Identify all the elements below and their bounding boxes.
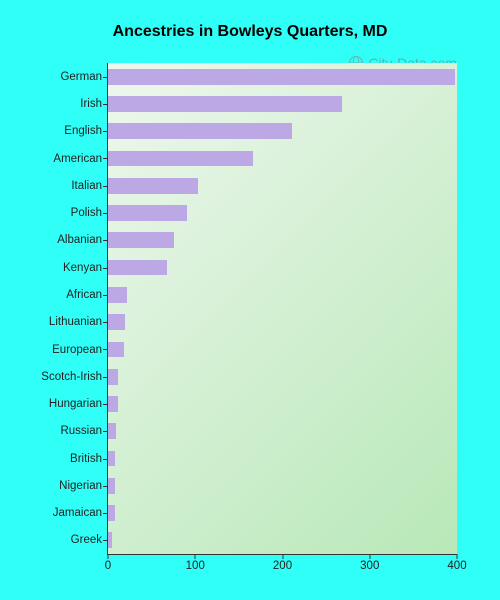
y-axis-label: English	[64, 123, 108, 139]
x-axis: 0 100 200 300 400	[108, 554, 457, 578]
y-axis-label: Lithuanian	[49, 314, 108, 330]
bars-container: German Irish English American Italian Polish A…	[108, 63, 457, 554]
x-tickmark	[282, 554, 283, 559]
x-tick: 400	[457, 554, 458, 559]
bar-row: Lithuanian	[108, 314, 457, 330]
page-root: Ancestries in Bowleys Quarters, MD City-…	[0, 0, 500, 600]
y-axis-label: Albanian	[57, 232, 108, 248]
bar	[108, 423, 116, 439]
bar-row: Nigerian	[108, 478, 457, 494]
x-tick-label: 0	[105, 560, 111, 572]
y-axis-label: Hungarian	[49, 396, 108, 412]
bar-row: English	[108, 123, 457, 139]
x-tick-label: 100	[186, 560, 205, 572]
bar-row: Greek	[108, 532, 457, 548]
bar-row: European	[108, 342, 457, 358]
bar	[108, 232, 174, 248]
bar	[108, 205, 187, 221]
x-tick: 100	[195, 554, 196, 559]
bar-row: African	[108, 287, 457, 303]
y-axis-label: European	[52, 342, 108, 358]
x-tickmark	[457, 554, 458, 559]
bar	[108, 260, 167, 276]
bar-row: German	[108, 69, 457, 85]
bar-row: Italian	[108, 178, 457, 194]
y-axis-label: Russian	[60, 423, 108, 439]
chart-title: Ancestries in Bowleys Quarters, MD	[15, 23, 485, 41]
bar	[108, 314, 125, 330]
x-tick: 200	[282, 554, 283, 559]
bar-row: Kenyan	[108, 260, 457, 276]
bar	[108, 505, 115, 521]
bar-row: Scotch-Irish	[108, 369, 457, 385]
bar	[108, 342, 124, 358]
bar-row: American	[108, 151, 457, 167]
bar	[108, 178, 198, 194]
bar	[108, 96, 342, 112]
plot-area: German Irish English American Italian Polish A…	[107, 63, 457, 555]
x-tick-label: 300	[360, 560, 379, 572]
bar	[108, 123, 292, 139]
chart-panel: Ancestries in Bowleys Quarters, MD City-…	[15, 15, 485, 585]
x-tickmark	[369, 554, 370, 559]
bar	[108, 369, 118, 385]
y-axis-label: Kenyan	[63, 260, 108, 276]
bar	[108, 532, 112, 548]
bar	[108, 287, 127, 303]
bar-row: Hungarian	[108, 396, 457, 412]
y-axis-label: Jamaican	[53, 505, 108, 521]
bar-row: Irish	[108, 96, 457, 112]
x-tick-label: 400	[447, 560, 466, 572]
x-tick: 300	[369, 554, 370, 559]
bar-row: Albanian	[108, 232, 457, 248]
bar	[108, 151, 253, 167]
bar	[108, 69, 455, 85]
bar	[108, 478, 115, 494]
x-tickmark	[108, 554, 109, 559]
y-axis-label: American	[53, 151, 108, 167]
x-tick-label: 200	[273, 560, 292, 572]
bar-row: Polish	[108, 205, 457, 221]
x-tick: 0	[108, 554, 109, 559]
y-axis-label: German	[60, 69, 108, 85]
bar	[108, 396, 118, 412]
y-axis-label: Scotch-Irish	[41, 369, 108, 385]
bar-row: Russian	[108, 423, 457, 439]
bar	[108, 451, 115, 467]
y-axis-label: African	[66, 287, 108, 303]
y-axis-label: Nigerian	[59, 478, 108, 494]
bar-row: Jamaican	[108, 505, 457, 521]
x-tickmark	[195, 554, 196, 559]
bar-row: British	[108, 451, 457, 467]
